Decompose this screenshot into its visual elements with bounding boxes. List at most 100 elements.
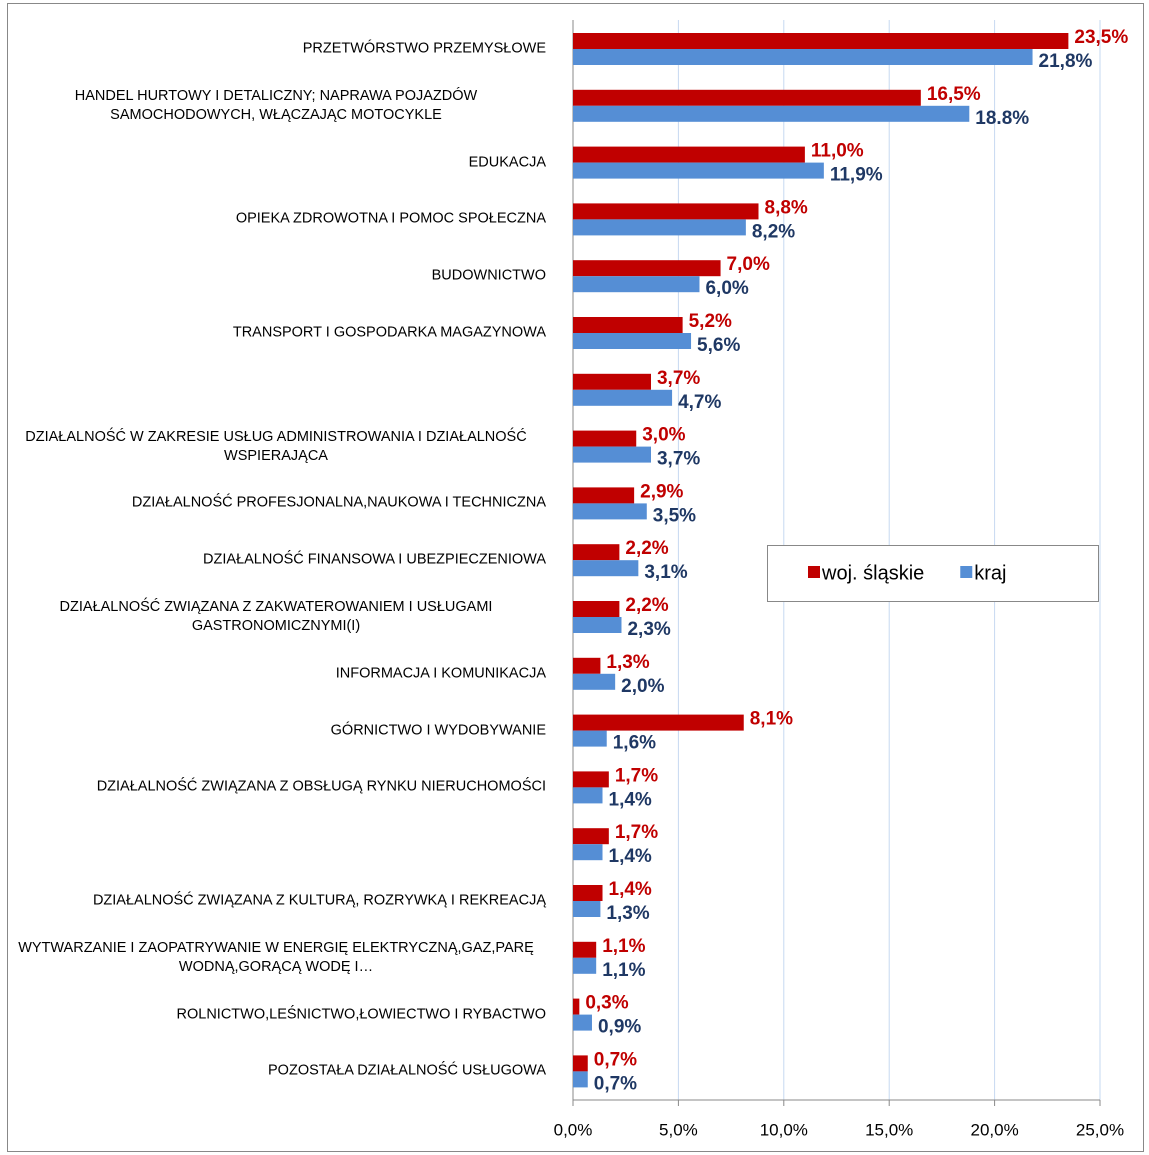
value-label: 2,2% bbox=[625, 538, 668, 559]
bar bbox=[573, 105, 970, 122]
category-text: GÓRNICTWO I WYDOBYWANIE bbox=[330, 722, 546, 739]
category-label: POZOSTAŁA DZIAŁALNOŚĆ USŁUGOWA bbox=[6, 1062, 546, 1081]
value-label: 5,2% bbox=[689, 311, 732, 332]
value-label: 1,4% bbox=[609, 879, 652, 900]
value-label: 2,2% bbox=[625, 595, 668, 616]
value-label: 1,3% bbox=[606, 652, 649, 673]
value-label: 1,1% bbox=[602, 960, 645, 981]
value-label: 11,9% bbox=[830, 165, 883, 186]
legend-label: woj. śląskie bbox=[821, 562, 924, 584]
value-label: 3,5% bbox=[653, 505, 696, 526]
value-label: 3,7% bbox=[657, 449, 700, 470]
legend-box bbox=[767, 545, 1099, 602]
category-label: DZIAŁALNOŚĆ ZWIĄZANA Z KULTURĄ, ROZRYWKĄ… bbox=[6, 892, 546, 911]
bar bbox=[573, 162, 824, 179]
bar bbox=[573, 714, 744, 731]
category-text: DZIAŁALNOŚĆ W ZAKRESIE USŁUG ADMINISTROW… bbox=[25, 428, 527, 464]
bar bbox=[573, 317, 683, 333]
value-label: 18.8% bbox=[975, 108, 1029, 129]
category-label: DZIAŁALNOŚĆ ZWIĄZANA Z ZAKWATEROWANIEM I… bbox=[6, 598, 546, 636]
bar bbox=[573, 828, 609, 845]
value-label: 3,0% bbox=[642, 425, 685, 446]
bar bbox=[573, 49, 1033, 65]
bar bbox=[573, 487, 635, 504]
value-label: 0,3% bbox=[585, 993, 628, 1014]
bar bbox=[573, 673, 616, 690]
category-text: HANDEL HURTOWY I DETALICZNY; NAPRAWA POJ… bbox=[74, 87, 478, 123]
bar bbox=[573, 276, 700, 293]
category-label: DZIAŁALNOŚĆ W ZAKRESIE USŁUG ADMINISTROW… bbox=[6, 428, 546, 466]
bar bbox=[573, 389, 673, 406]
value-label: 8,8% bbox=[765, 197, 808, 218]
category-text: BUDOWNICTWO bbox=[431, 267, 546, 284]
x-tick-label: 0,0% bbox=[554, 1120, 593, 1139]
bar bbox=[573, 89, 921, 106]
value-label: 2,0% bbox=[621, 676, 664, 697]
value-label: 4,7% bbox=[678, 392, 721, 413]
value-label: 16,5% bbox=[927, 84, 981, 105]
bar bbox=[573, 730, 607, 747]
value-label: 8,2% bbox=[752, 221, 795, 242]
bar bbox=[573, 601, 620, 617]
bar bbox=[573, 1055, 588, 1072]
bar bbox=[573, 446, 651, 463]
bar bbox=[573, 885, 603, 901]
value-label: 1,7% bbox=[615, 822, 658, 843]
bar bbox=[573, 146, 805, 163]
bar bbox=[573, 503, 647, 520]
category-text: DZIAŁALNOŚĆ ZWIĄZANA Z OBSŁUGĄ RYNKU NIE… bbox=[96, 778, 546, 795]
category-text: ROLNICTWO,LEŚNICTWO,ŁOWIECTWO I RYBACTWO bbox=[176, 1006, 547, 1023]
category-text: OPIEKA ZDROWOTNA I POMOC SPOŁECZNA bbox=[235, 210, 546, 227]
bar bbox=[573, 941, 597, 958]
value-label: 21,8% bbox=[1039, 51, 1093, 72]
category-text: TRANSPORT I GOSPODARKA MAGAZYNOWA bbox=[232, 324, 546, 341]
value-label: 1,3% bbox=[606, 903, 649, 924]
category-text: WYTWARZANIE I ZAOPATRYWANIE W ENERGIĘ EL… bbox=[18, 939, 534, 975]
bar bbox=[573, 560, 639, 577]
category-label: EDUKACJA bbox=[6, 153, 546, 172]
category-text: DZIAŁALNOŚĆ ZWIĄZANA Z KULTURĄ, ROZRYWKĄ… bbox=[92, 892, 546, 909]
value-label: 7,0% bbox=[727, 254, 770, 275]
value-label: 8,1% bbox=[750, 709, 793, 730]
bar bbox=[573, 657, 601, 674]
chart-border bbox=[7, 3, 1144, 1152]
category-label: DZIAŁALNOŚĆ PROFESJONALNA,NAUKOWA I TECH… bbox=[6, 494, 546, 513]
bar bbox=[573, 1071, 588, 1088]
category-label: DZIAŁALNOŚĆ ZWIĄZANA Z OBSŁUGĄ RYNKU NIE… bbox=[6, 778, 546, 797]
category-label: OPIEKA ZDROWOTNA I POMOC SPOŁECZNA bbox=[6, 210, 546, 229]
category-text: DZIAŁALNOŚĆ FINANSOWA I UBEZPIECZENIOWA bbox=[203, 551, 546, 568]
category-text: POZOSTAŁA DZIAŁALNOŚĆ USŁUGOWA bbox=[268, 1062, 546, 1079]
value-label: 1,7% bbox=[615, 765, 658, 786]
x-tick-label: 10,0% bbox=[760, 1120, 808, 1139]
bar bbox=[573, 901, 601, 917]
category-label: DZIAŁALNOŚĆ FINANSOWA I UBEZPIECZENIOWA bbox=[6, 551, 546, 570]
bar bbox=[573, 544, 620, 561]
bar bbox=[573, 957, 597, 974]
category-label: HANDEL HURTOWY I DETALICZNY; NAPRAWA POJ… bbox=[6, 87, 546, 125]
value-label: 0,7% bbox=[594, 1049, 637, 1070]
x-tick-label: 25,0% bbox=[1076, 1120, 1124, 1139]
legend-swatch bbox=[808, 566, 820, 578]
legend-label: kraj bbox=[974, 562, 1006, 584]
value-label: 3,1% bbox=[644, 562, 687, 583]
value-label: 2,9% bbox=[640, 481, 683, 502]
x-tick-label: 5,0% bbox=[659, 1120, 698, 1139]
bar bbox=[573, 844, 603, 861]
bar bbox=[573, 787, 603, 804]
bar bbox=[573, 998, 580, 1015]
category-label: PRZETWÓRSTWO PRZEMYSŁOWE bbox=[6, 40, 546, 59]
category-label: ROLNICTWO,LEŚNICTWO,ŁOWIECTWO I RYBACTWO bbox=[6, 1005, 547, 1024]
bar bbox=[573, 33, 1069, 49]
bar bbox=[573, 1014, 592, 1031]
legend-swatch bbox=[960, 566, 973, 578]
category-label: WYTWARZANIE I ZAOPATRYWANIE W ENERGIĘ EL… bbox=[6, 939, 546, 977]
value-label: 1,6% bbox=[613, 733, 656, 754]
category-label: GÓRNICTWO I WYDOBYWANIE bbox=[6, 721, 546, 740]
bar bbox=[573, 203, 759, 220]
value-label: 2,3% bbox=[627, 619, 670, 640]
value-label: 1,4% bbox=[609, 789, 652, 810]
x-tick-label: 20,0% bbox=[970, 1120, 1018, 1139]
category-label: INFORMACJA I KOMUNIKACJA bbox=[6, 664, 546, 683]
